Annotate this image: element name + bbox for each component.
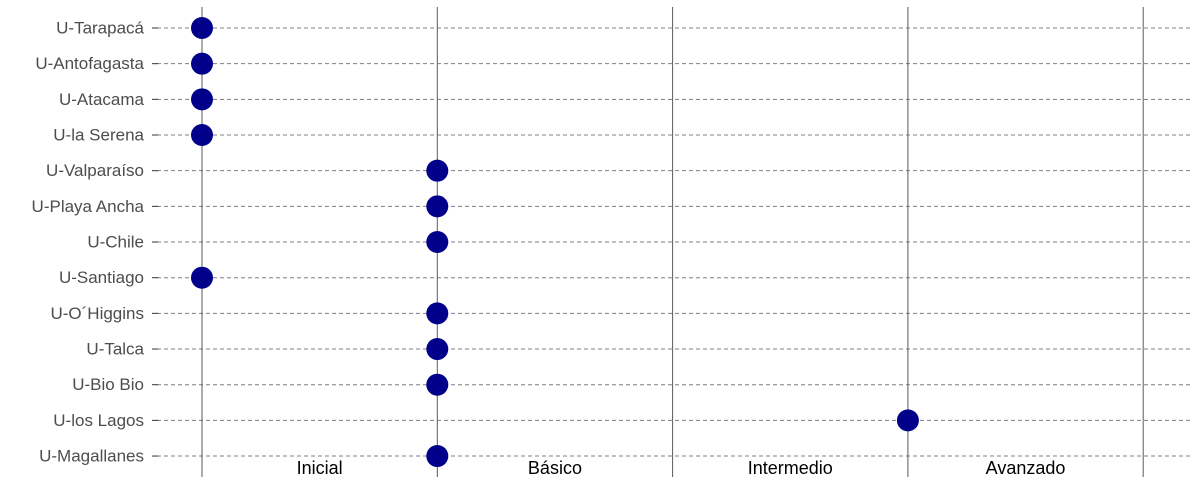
category-label: U-Magallanes xyxy=(39,447,144,466)
data-point xyxy=(191,266,213,289)
data-point xyxy=(426,338,449,361)
category-label: U-Atacama xyxy=(59,90,145,109)
category-label: U-Antofagasta xyxy=(35,54,144,73)
data-point xyxy=(426,195,449,218)
category-label: U-Talca xyxy=(86,340,144,359)
category-label: U-la Serena xyxy=(53,126,144,145)
data-point xyxy=(191,124,213,147)
data-points xyxy=(191,17,919,468)
level-label: Intermedio xyxy=(748,458,833,478)
category-label: U-Tarapacá xyxy=(56,19,144,38)
category-label: U-Valparaíso xyxy=(46,161,144,180)
level-label: Inicial xyxy=(297,458,343,478)
data-point xyxy=(426,373,449,396)
data-point xyxy=(426,445,449,468)
category-label: U-Santiago xyxy=(59,268,144,287)
data-point xyxy=(191,17,213,39)
data-point xyxy=(896,409,919,432)
level-boundaries xyxy=(201,7,1144,477)
data-point xyxy=(426,231,449,254)
level-labels: Inicial Básico Intermedio Avanzado xyxy=(297,458,1066,478)
category-labels: U-Tarapacá U-Antofagasta U-Atacama U-la Ser… xyxy=(32,19,145,466)
category-label: U-Chile xyxy=(87,233,144,252)
data-point xyxy=(426,159,449,182)
level-label: Básico xyxy=(528,458,582,478)
category-label: U-los Lagos xyxy=(53,411,144,430)
category-label: U-Bio Bio xyxy=(72,375,144,394)
category-label: U-O´Higgins xyxy=(50,304,144,323)
data-point xyxy=(191,88,213,111)
level-label: Avanzado xyxy=(986,458,1066,478)
grid-layer xyxy=(152,27,1193,457)
data-point xyxy=(191,52,213,75)
category-label: U-Playa Ancha xyxy=(32,197,145,216)
data-point xyxy=(426,302,449,325)
